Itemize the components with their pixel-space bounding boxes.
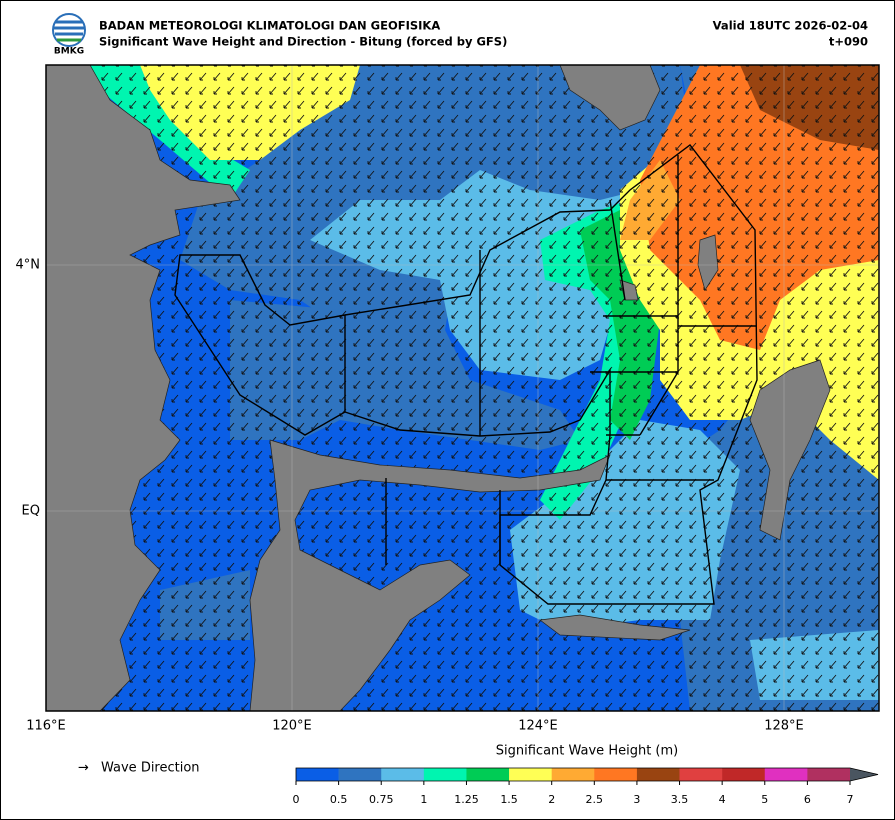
colorbar-box (423, 768, 467, 781)
colorbar-tick-label: 2 (548, 793, 555, 806)
colorbar-tick-label: 3 (633, 793, 640, 806)
colorbar-box (381, 768, 425, 781)
colorbar-tick-label: 0 (293, 793, 300, 806)
y-axis-label: 4°N (16, 258, 41, 273)
colorbar-tick-label: 3.5 (671, 793, 689, 806)
x-axis-label: 124°E (518, 719, 558, 734)
x-axis-label: 128°E (764, 719, 804, 734)
subtitle: Significant Wave Height and Direction - … (99, 35, 507, 49)
colorbar-tick-label: 1.5 (500, 793, 518, 806)
logo: BMKG (52, 13, 86, 57)
colorbar-tick-label: 0.5 (330, 793, 348, 806)
colorbar-box (594, 768, 638, 781)
colorbar-outline (295, 767, 879, 782)
axis-labels: 116°E 120°E 124°E 128°E 4°N EQ (16, 258, 804, 734)
colorbar-box (338, 768, 382, 781)
land (46, 65, 831, 711)
colorbar-box (679, 768, 723, 781)
colorbar-box (722, 768, 766, 781)
colorbar-tick-label: 1 (420, 793, 427, 806)
y-axis-label: EQ (22, 504, 40, 519)
region-borders (174, 144, 758, 605)
colorbar-tick-label: 0.75 (369, 793, 394, 806)
colorbar-box (296, 768, 339, 781)
wave-direction-arrows (46, 65, 879, 711)
map (46, 65, 879, 711)
colorbar-box (636, 768, 680, 781)
colorbar-tick-label: 2.5 (586, 793, 604, 806)
colorbar-tick-label: 6 (804, 793, 811, 806)
graticule (46, 65, 879, 711)
colorbar: 0 0.5 0.75 1 1.25 1.5 2 2.5 3 3.5 4 5 6 7 (293, 767, 879, 806)
logo-text: BMKG (54, 47, 84, 57)
title: BADAN METEOROLOGI KLIMATOLOGI DAN GEOFIS… (99, 19, 440, 33)
colorbar-title: Significant Wave Height (m) (496, 744, 678, 759)
colorbar-box (807, 768, 851, 781)
colorbar-tick-label: 7 (847, 793, 854, 806)
legend-arrow: → (78, 761, 89, 776)
colorbar-box (764, 768, 808, 781)
colorbar-box (509, 768, 552, 781)
legend-label: Wave Direction (101, 761, 200, 776)
colorbar-extend (850, 768, 878, 781)
valid-time: Valid 18UTC 2026-02-04 (713, 19, 868, 33)
colorbar-tick-label: 5 (761, 793, 768, 806)
colorbar-box (466, 768, 510, 781)
colorbar-box (551, 768, 595, 781)
colorbar-tick-label: 1.25 (454, 793, 479, 806)
x-axis-label: 120°E (272, 719, 312, 734)
x-axis-label: 116°E (26, 719, 66, 734)
map-frame (45, 64, 880, 712)
lead-time: t+090 (829, 35, 868, 49)
colorbar-tick-label: 4 (719, 793, 726, 806)
